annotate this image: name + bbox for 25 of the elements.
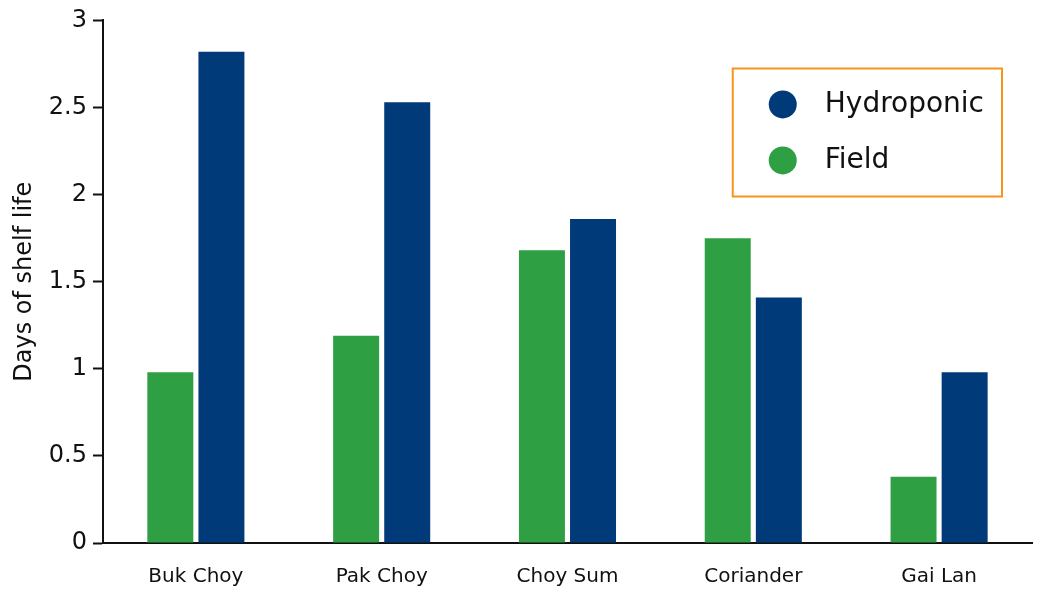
y-tick-label: 2	[71, 178, 87, 207]
y-tick-label: 1.5	[48, 265, 87, 294]
bar	[890, 476, 937, 543]
y-tick-label: 0	[71, 527, 87, 556]
bar	[941, 372, 988, 543]
bar	[147, 372, 194, 543]
y-tick-label: 2.5	[48, 91, 87, 120]
x-tick-label: Buk Choy	[148, 563, 244, 588]
x-tick-label: Choy Sum	[516, 563, 619, 588]
y-tick-label: 0.5	[48, 440, 87, 469]
bar	[704, 238, 751, 543]
legend-label: Field	[824, 141, 890, 175]
bar	[384, 102, 431, 543]
bar	[755, 297, 802, 543]
legend-label: Hydroponic	[824, 85, 984, 119]
x-tick-label: Gai Lan	[901, 563, 977, 588]
y-axis-title: Days of shelf life	[8, 181, 37, 382]
bar	[333, 335, 380, 543]
bar	[198, 51, 245, 543]
bar	[570, 218, 617, 543]
bar	[518, 250, 565, 543]
y-tick-label: 3	[71, 4, 87, 33]
x-tick-label: Pak Choy	[335, 563, 428, 588]
x-tick-label: Coriander	[704, 563, 804, 588]
y-tick-label: 1	[71, 353, 87, 382]
